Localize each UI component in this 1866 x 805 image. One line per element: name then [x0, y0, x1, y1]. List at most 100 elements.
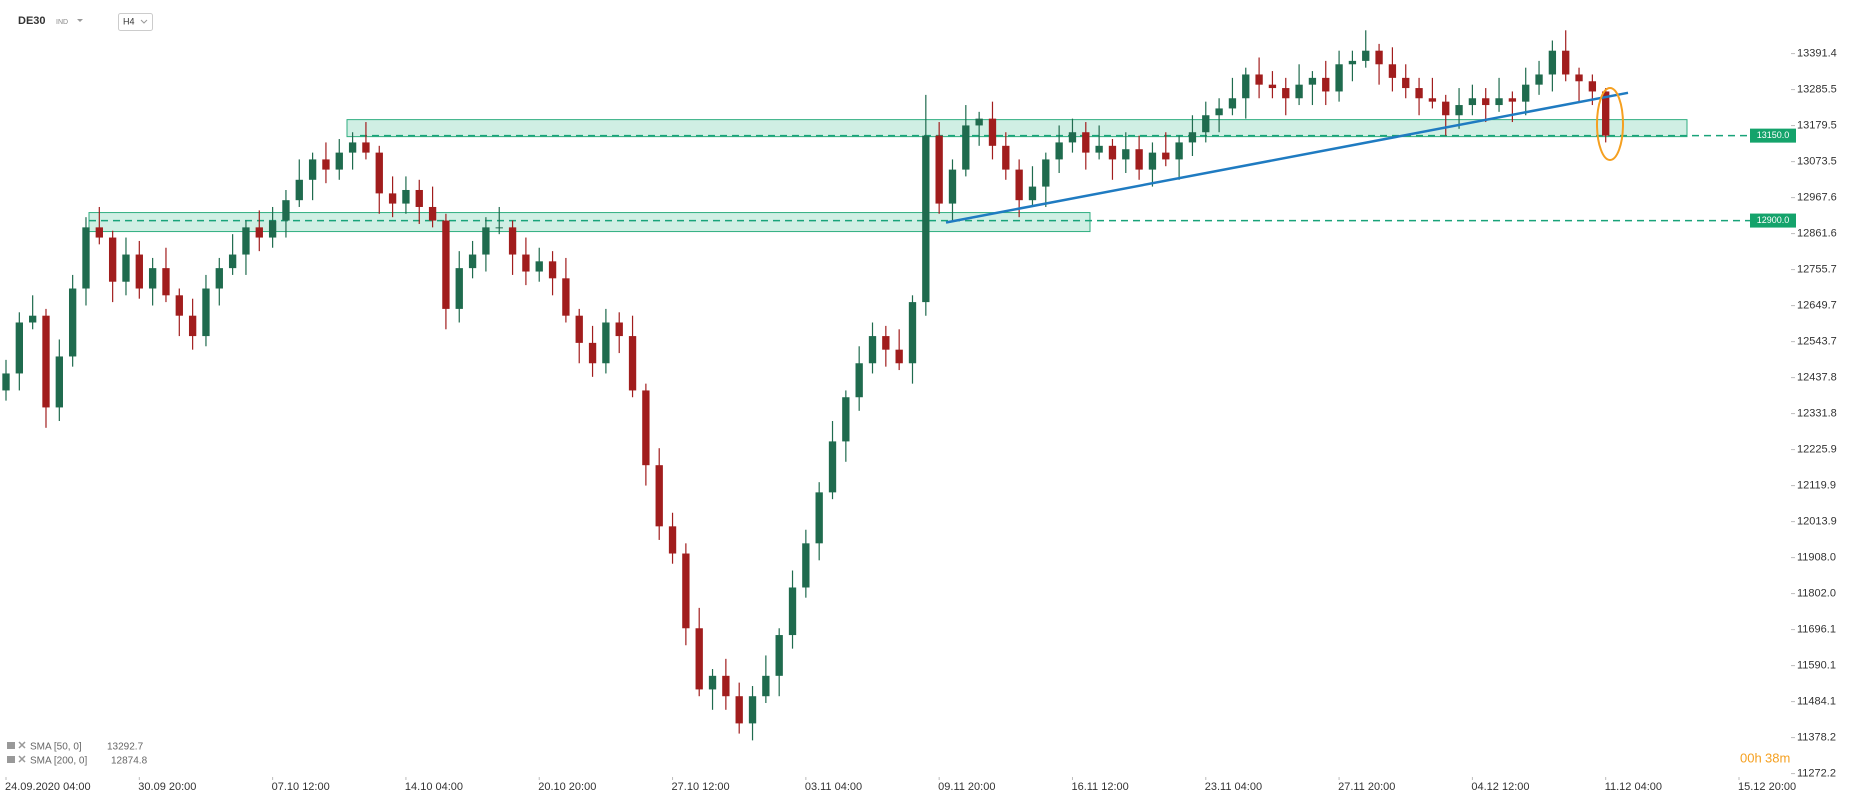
timer-hours: 00h: [1740, 750, 1762, 765]
x-tick-label: 24.09.2020 04:00: [5, 781, 91, 793]
x-tick-label: 04.12 12:00: [1471, 781, 1529, 793]
candle-body: [442, 220, 450, 309]
x-tick-label: 16.11 12:00: [1071, 781, 1128, 793]
candle-body: [1428, 98, 1437, 102]
candle-body: [788, 587, 797, 636]
y-tick-label: 12543.7: [1797, 336, 1837, 348]
candle-body: [1548, 50, 1557, 75]
candle-body: [588, 342, 597, 364]
candle-body: [468, 254, 477, 269]
candle-body: [1202, 115, 1210, 133]
candle-body: [148, 268, 157, 289]
candle-body: [348, 142, 357, 153]
candle-body: [1282, 88, 1290, 99]
timeframe-box[interactable]: [118, 13, 153, 31]
candle-body: [482, 227, 490, 255]
candle-body: [415, 189, 423, 207]
candle-body: [1522, 84, 1530, 102]
candle-body: [642, 390, 650, 466]
candle-body: [1348, 60, 1357, 65]
candle-body: [828, 441, 837, 493]
candle-body: [508, 227, 517, 255]
y-tick-label: 12119.9: [1797, 480, 1836, 492]
caret[interactable]: [77, 19, 83, 22]
candle-body: [842, 397, 850, 442]
caret[interactable]: [140, 19, 148, 24]
y-tick-label: 13391.4: [1797, 48, 1837, 60]
candle-body: [2, 373, 10, 391]
x-tick-label: 27.10 12:00: [672, 781, 730, 793]
symbol[interactable]: DE30: [18, 15, 46, 27]
candle-body: [1388, 64, 1397, 78]
candle-body: [495, 227, 503, 229]
candle-body: [1135, 149, 1143, 170]
candle-body: [535, 261, 543, 272]
candle-body: [1575, 74, 1583, 82]
candle-body: [1442, 101, 1450, 116]
candle-body: [1535, 74, 1543, 85]
candle-body: [722, 675, 730, 697]
timeframe[interactable]: H4: [123, 16, 135, 26]
y-tick-label: 12013.9: [1797, 516, 1837, 528]
x-tick-label: 27.11 20:00: [1338, 781, 1395, 793]
indicator-name: SMA [200, 0]: [30, 756, 87, 767]
candle-body: [268, 220, 277, 238]
candle-body: [135, 254, 143, 289]
candle-body: [1375, 50, 1383, 65]
candle-body: [1588, 81, 1597, 92]
candle-body: [1188, 132, 1197, 143]
candle-body: [335, 152, 343, 170]
candle-body: [282, 200, 290, 221]
candle-body: [215, 268, 223, 289]
candle-body: [655, 465, 663, 527]
candle-body: [748, 696, 757, 724]
x-tick-label: 09.11 20:00: [938, 781, 995, 793]
candle-body: [1308, 77, 1317, 85]
x-tick-label: 03.11 04:00: [805, 781, 862, 793]
y-tick-label: 13073.5: [1797, 156, 1837, 168]
candle-body: [242, 227, 250, 255]
level-label-box: [1750, 213, 1796, 228]
candle-body: [1455, 105, 1463, 116]
level-label-box: [1750, 128, 1796, 143]
indicator-value: 12874.8: [111, 756, 148, 767]
x-tick-label: 11.12 04:00: [1605, 781, 1662, 793]
candle-body: [855, 363, 863, 398]
y-tick-label: 12331.8: [1797, 408, 1837, 420]
candle-body: [388, 193, 397, 204]
candle-body: [1362, 50, 1370, 61]
market: IND: [56, 19, 68, 26]
indicator-icons: [7, 741, 26, 763]
candle-body: [1415, 88, 1423, 99]
candle-body: [1002, 145, 1010, 170]
candle-body: [895, 349, 903, 364]
candle-body: [1268, 84, 1277, 89]
candle-body: [988, 118, 997, 146]
candle-body: [1468, 98, 1477, 106]
candle-body: [28, 315, 37, 323]
candle-body: [1495, 98, 1503, 106]
candle-body: [562, 278, 570, 316]
candle-body: [188, 315, 197, 337]
zone: [346, 119, 1688, 138]
candle-body: [575, 315, 583, 343]
candle-body: [935, 135, 943, 204]
y-tick-label: 11378.2: [1797, 731, 1836, 743]
candle-body: [68, 288, 77, 357]
candle-body: [615, 322, 623, 337]
candle-body: [202, 288, 210, 337]
y-tick-label: 11590.1: [1797, 660, 1836, 672]
candle-body: [548, 261, 557, 279]
candle-body: [295, 179, 303, 201]
candle-body: [1068, 132, 1077, 143]
candle-body: [82, 227, 90, 289]
x-tick-label: 15.12 20:00: [1738, 781, 1796, 793]
candle-body: [1175, 142, 1183, 160]
y-tick-label: 12649.7: [1797, 300, 1837, 312]
y-tick-label: 11484.1: [1797, 696, 1836, 708]
candle-body: [1602, 91, 1610, 136]
candle-body: [1028, 186, 1037, 201]
y-tick-label: 11802.0: [1797, 588, 1836, 600]
candle-body: [1335, 64, 1343, 92]
candle-body: [1055, 142, 1063, 160]
